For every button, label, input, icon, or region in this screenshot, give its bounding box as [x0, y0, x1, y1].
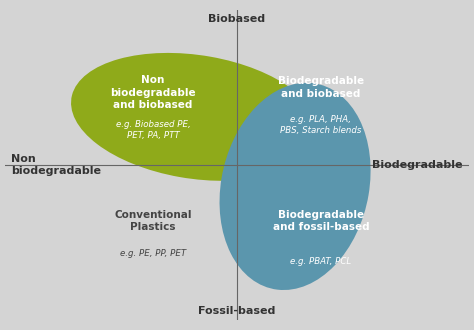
Text: Biodegradable: Biodegradable — [372, 160, 463, 170]
Text: e.g. Biobased PE,
PET, PA, PTT: e.g. Biobased PE, PET, PA, PTT — [116, 120, 191, 140]
Ellipse shape — [71, 53, 319, 181]
Text: Non
biodegradable
and biobased: Non biodegradable and biobased — [110, 75, 196, 110]
Text: Biodegradable
and fossil-based: Biodegradable and fossil-based — [273, 210, 369, 232]
Ellipse shape — [219, 83, 371, 290]
Text: e.g. PE, PP, PET: e.g. PE, PP, PET — [120, 249, 186, 258]
Text: Non
biodegradable: Non biodegradable — [11, 154, 101, 176]
Text: Biobased: Biobased — [209, 14, 265, 24]
Text: Conventional
Plastics: Conventional Plastics — [114, 210, 192, 232]
Text: e.g. PBAT, PCL: e.g. PBAT, PCL — [290, 257, 351, 266]
Text: Biodegradable
and biobased: Biodegradable and biobased — [278, 76, 364, 99]
Text: e.g. PLA, PHA,
PBS, Starch blends: e.g. PLA, PHA, PBS, Starch blends — [280, 115, 362, 135]
Text: Fossil-based: Fossil-based — [198, 306, 276, 316]
